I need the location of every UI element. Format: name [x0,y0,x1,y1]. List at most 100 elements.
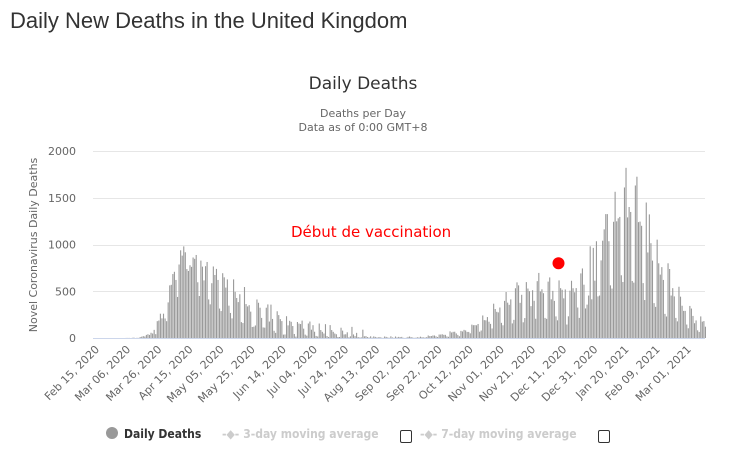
bar[interactable] [482,315,484,338]
bar[interactable] [451,332,453,338]
bar[interactable] [236,297,238,338]
bar[interactable] [309,321,311,338]
bar[interactable] [581,268,583,338]
bar[interactable] [267,304,269,338]
bar[interactable] [342,330,344,338]
bar[interactable] [631,280,633,338]
bar[interactable] [584,308,587,338]
bar[interactable] [300,324,302,338]
bar[interactable] [139,337,141,338]
bar[interactable] [391,337,393,338]
bar[interactable] [658,263,660,338]
bar[interactable] [569,290,571,338]
bar[interactable] [455,333,457,338]
bar[interactable] [317,336,319,339]
bar[interactable] [541,289,543,338]
bar[interactable] [156,321,158,338]
bar[interactable] [647,252,649,338]
bar[interactable] [597,296,599,338]
bar[interactable] [175,279,177,338]
bar[interactable] [556,320,559,338]
bar[interactable] [303,328,305,338]
bar[interactable] [293,333,295,338]
bar[interactable] [595,241,597,338]
bar[interactable] [513,319,515,338]
bar[interactable] [186,269,188,338]
bar[interactable] [583,284,585,338]
bar[interactable] [226,279,228,338]
bar[interactable] [598,295,601,338]
bar[interactable] [664,313,666,338]
bar[interactable] [616,221,618,338]
bar[interactable] [586,304,588,338]
bar[interactable] [384,336,386,339]
bar[interactable] [212,266,214,338]
bar[interactable] [613,221,615,338]
bar[interactable] [161,318,163,338]
bar[interactable] [203,280,205,338]
bar[interactable] [653,303,655,338]
bar[interactable] [488,321,490,338]
bar[interactable] [155,334,157,338]
bar[interactable] [315,335,317,338]
bar[interactable] [242,323,244,338]
bar[interactable] [695,320,697,338]
bar[interactable] [550,299,552,338]
bar[interactable] [256,299,258,338]
bar[interactable] [176,296,179,338]
bar[interactable] [440,334,442,338]
bar[interactable] [648,214,650,338]
bar[interactable] [617,218,619,338]
bar[interactable] [243,287,246,338]
bar[interactable] [491,328,493,338]
bar[interactable] [396,337,398,338]
bar[interactable] [686,324,688,338]
vaccination-marker[interactable] [552,257,565,270]
bar[interactable] [588,295,590,338]
bar[interactable] [253,326,255,338]
bar[interactable] [217,279,219,338]
bar[interactable] [152,333,154,338]
bar[interactable] [665,316,668,339]
bar[interactable] [180,250,182,338]
bar[interactable] [508,304,510,338]
bar[interactable] [265,307,267,338]
bar[interactable] [172,274,174,338]
bar[interactable] [570,280,573,338]
bar[interactable] [623,187,626,338]
bar[interactable] [606,214,608,338]
bar[interactable] [240,322,242,338]
bar[interactable] [190,266,193,338]
bar[interactable] [463,329,465,338]
bar[interactable] [566,324,568,338]
bar[interactable] [475,325,478,338]
bar[interactable] [164,318,166,338]
bar[interactable] [536,281,538,338]
bar[interactable] [510,299,512,338]
bar[interactable] [553,300,555,338]
bar[interactable] [262,327,264,338]
bar[interactable] [331,330,333,338]
bar[interactable] [285,316,288,338]
bar[interactable] [170,284,172,338]
bar[interactable] [314,331,316,338]
bar[interactable] [145,334,147,338]
bar[interactable] [326,336,328,338]
bar[interactable] [504,300,506,338]
bar[interactable] [365,336,367,338]
bar[interactable] [563,298,565,338]
bar[interactable] [321,331,323,338]
bar[interactable] [166,321,168,338]
bar[interactable] [189,265,191,338]
bar[interactable] [614,191,616,338]
legend-item-3day-average[interactable]: -◆- 3-day moving average [222,427,379,441]
bar[interactable] [184,252,186,338]
bar[interactable] [379,336,381,338]
bar[interactable] [544,317,546,338]
bar[interactable] [282,334,284,338]
bar[interactable] [345,334,347,338]
bar[interactable] [304,334,306,338]
bar[interactable] [620,275,622,338]
bar[interactable] [209,304,211,338]
bar[interactable] [418,337,420,338]
